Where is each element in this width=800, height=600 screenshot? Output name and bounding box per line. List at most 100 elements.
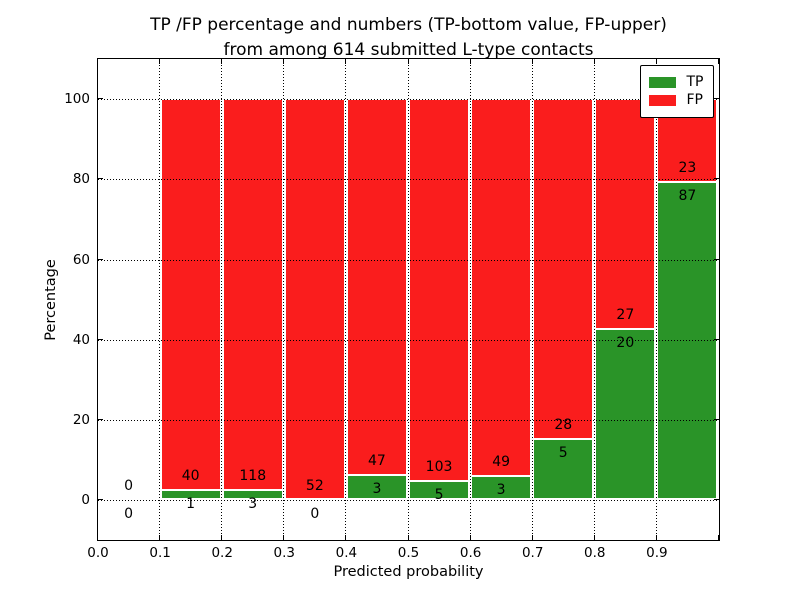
gridline-vertical: [159, 58, 160, 540]
page-title: TP /FP percentage and numbers (TP-bottom…: [98, 13, 719, 63]
tick-mark-bottom: [97, 534, 99, 540]
annotation-tp-count: 3: [372, 481, 382, 498]
gridline-vertical: [656, 58, 657, 540]
tick-mark-right: [713, 259, 719, 261]
tp-swatch-icon: [648, 76, 676, 88]
bar-segment-fp: [284, 98, 345, 500]
y-tick-label: 100: [64, 91, 90, 108]
tick-mark-bottom: [656, 534, 658, 540]
tick-mark-bottom: [718, 534, 720, 540]
tick-mark-right: [713, 339, 719, 341]
gridline-vertical: [408, 58, 409, 540]
tick-mark-bottom: [594, 534, 596, 540]
annotation-fp-count: 27: [616, 306, 635, 323]
annotation-fp-count: 52: [305, 477, 324, 494]
tick-mark-top: [283, 58, 285, 64]
bar-segment-fp: [346, 98, 407, 476]
annotation-tp-count: 3: [496, 482, 506, 499]
tick-mark-right: [713, 98, 719, 100]
annotation-fp-count: 49: [492, 454, 511, 471]
bar-segment-tp: [409, 480, 470, 500]
tick-mark-top: [532, 58, 534, 64]
x-tick-label: 0.8: [584, 545, 606, 561]
tick-mark-bottom: [532, 534, 534, 540]
annotation-tp-count: 20: [616, 334, 635, 351]
bar-segment-tp: [222, 489, 283, 500]
y-tick-label: 80: [72, 171, 90, 188]
annotation-tp-count: 0: [310, 505, 320, 522]
annotation-tp-count: 5: [434, 486, 444, 503]
annotation-tp-count: 1: [186, 495, 196, 512]
tick-mark-left: [97, 339, 103, 341]
y-tick-label: 60: [72, 251, 90, 268]
tick-mark-top: [345, 58, 347, 64]
gridline-vertical: [594, 58, 595, 540]
x-tick-label: 0.9: [646, 545, 668, 561]
annotation-fp-count: 0: [124, 477, 134, 494]
tick-mark-top: [221, 58, 223, 64]
x-tick-label: 0.7: [521, 545, 544, 561]
tick-mark-bottom: [345, 534, 347, 540]
annotation-tp-count: 87: [678, 188, 697, 205]
y-axis-label: Percentage: [43, 259, 59, 341]
tick-mark-right: [713, 499, 719, 501]
y-tick-label: 20: [72, 411, 90, 428]
tick-mark-top: [718, 58, 720, 64]
tick-mark-top: [408, 58, 410, 64]
annotation-fp-count: 118: [239, 467, 267, 484]
gridline-horizontal: [97, 419, 719, 421]
annotation-fp-count: 47: [368, 453, 386, 470]
x-tick-label: 0.3: [273, 545, 296, 561]
tick-mark-bottom: [470, 534, 472, 540]
title-line-2: from among 614 submitted L-type contacts: [223, 40, 594, 60]
annotation-fp-count: 40: [181, 467, 200, 484]
x-tick-label: 0.1: [149, 545, 171, 561]
tick-mark-bottom: [283, 534, 285, 540]
annotation-tp-count: 5: [558, 444, 568, 461]
tick-mark-right: [713, 419, 719, 421]
tick-mark-left: [97, 499, 103, 501]
x-tick-label: 0.0: [87, 545, 109, 561]
gridline-horizontal: [97, 178, 719, 180]
tick-mark-left: [97, 178, 103, 180]
tick-mark-bottom: [159, 534, 161, 540]
tick-mark-left: [97, 98, 103, 100]
x-axis-label: Predicted probability: [333, 564, 484, 580]
bar-segment-fp: [533, 98, 594, 439]
legend-item-fp: FP: [648, 92, 704, 108]
bar-segment-tp: [595, 328, 656, 500]
annotation-fp-count: 28: [554, 416, 573, 433]
tick-mark-top: [594, 58, 596, 64]
bar-segment-tp: [346, 475, 407, 500]
bar-segment-fp: [409, 98, 470, 481]
tick-mark-left: [97, 259, 103, 261]
x-tick-label: 0.2: [211, 545, 233, 561]
x-tick-label: 0.5: [397, 545, 420, 561]
annotation-tp-count: 3: [248, 495, 258, 512]
x-tick-label: 0.4: [335, 545, 358, 561]
tick-mark-top: [656, 58, 658, 64]
tick-mark-left: [97, 419, 103, 421]
gridline-vertical: [345, 58, 346, 540]
legend-item-tp: TP: [648, 74, 704, 90]
fp-swatch-icon: [648, 94, 676, 106]
gridline-horizontal: [97, 98, 719, 100]
gridline-vertical: [532, 58, 533, 540]
y-tick-label: 0: [81, 492, 90, 508]
tick-mark-right: [713, 178, 719, 180]
bar-segment-tp: [160, 489, 221, 500]
tick-mark-bottom: [221, 534, 223, 540]
title-line-1: TP /FP percentage and numbers (TP-bottom…: [150, 15, 667, 35]
bar-segment-tp: [657, 182, 718, 500]
tick-mark-top: [97, 58, 99, 64]
annotation-tp-count: 0: [124, 505, 134, 522]
gridline-horizontal: [97, 339, 719, 341]
bar-segment-tp: [533, 438, 594, 500]
tick-mark-top: [159, 58, 161, 64]
gridline-horizontal: [97, 259, 719, 261]
tick-mark-top: [470, 58, 472, 64]
bar-segment-tp: [471, 476, 532, 500]
annotation-fp-count: 23: [678, 160, 697, 177]
tick-mark-bottom: [408, 534, 410, 540]
